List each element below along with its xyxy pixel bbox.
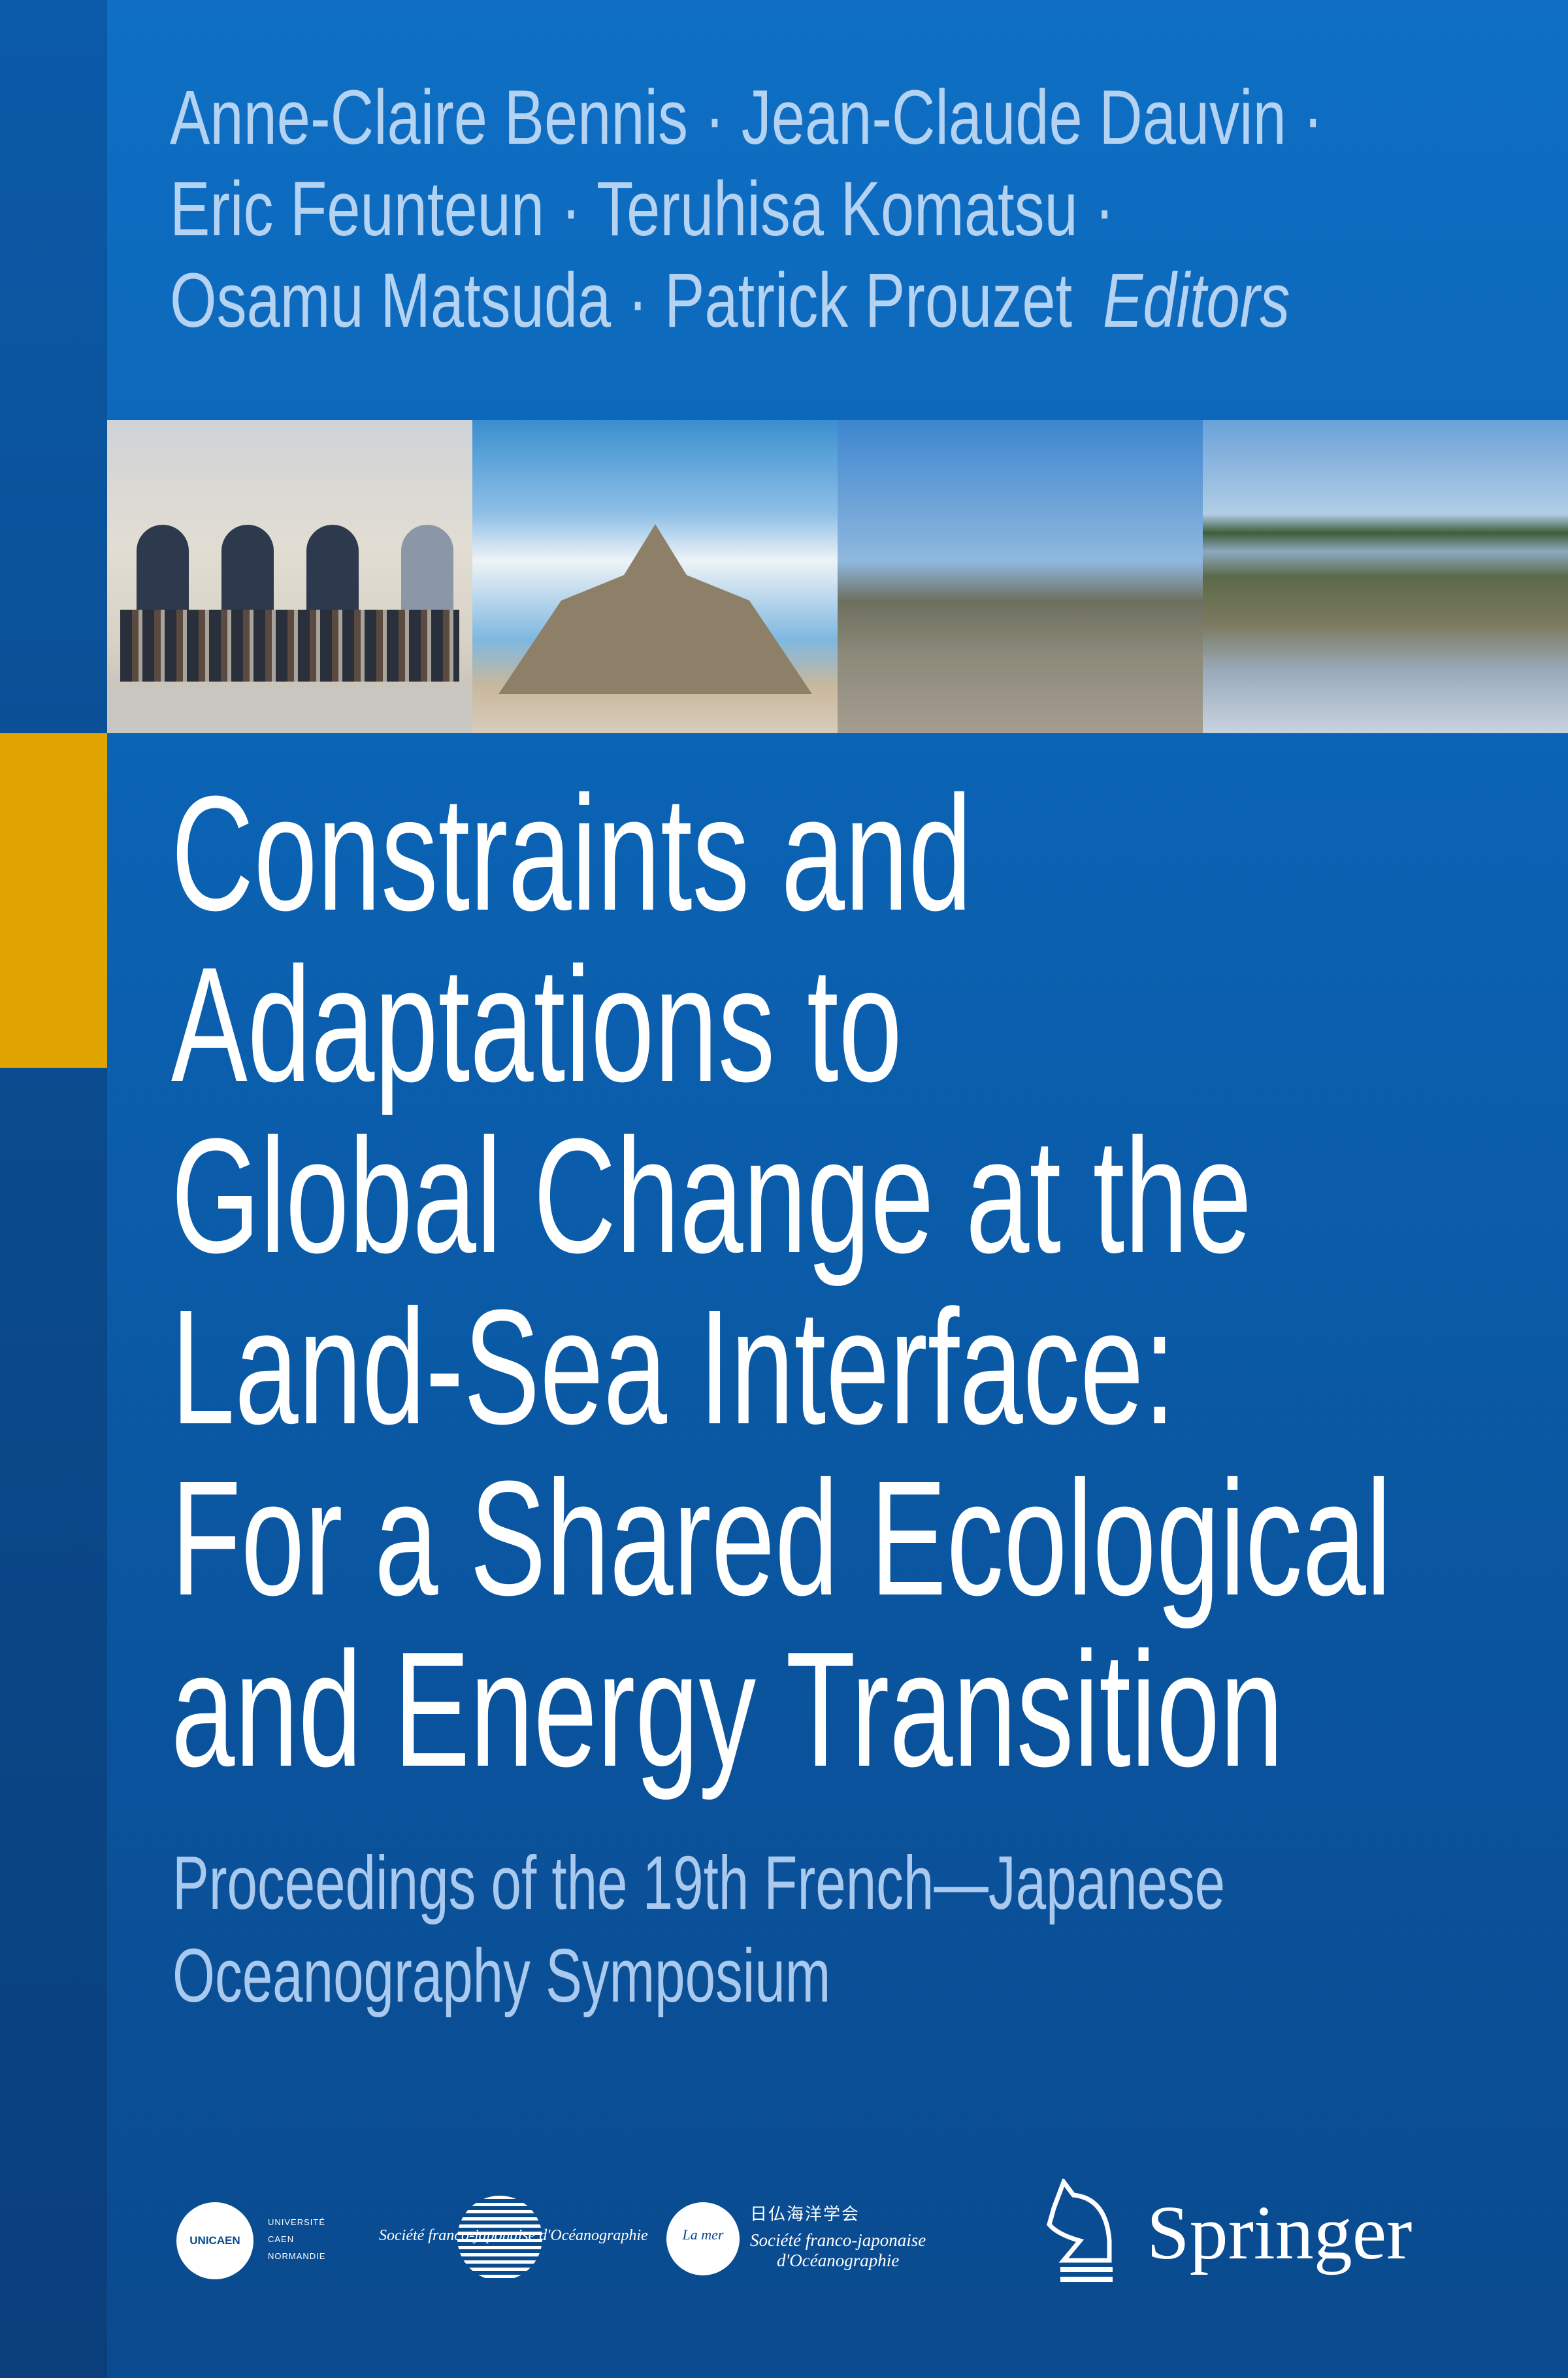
photo-strip — [107, 420, 1568, 733]
editors: Anne-Claire Bennis · Jean-Claude Dauvin … — [170, 72, 1568, 346]
subtitle-line: Oceanography Symposium — [172, 1933, 831, 2018]
book-title: Constraints and Adaptations to Global Ch… — [171, 768, 1568, 1795]
title-line: Global Change at the — [171, 1104, 1252, 1287]
lamer-japanese: 日仏海洋学会 — [750, 2204, 860, 2224]
editors-role: Editors — [1102, 257, 1290, 344]
springer-horse-icon — [1044, 2177, 1122, 2283]
springer-wordmark: Springer — [1147, 2190, 1413, 2275]
lamer-line: Société franco-japonaise — [750, 2230, 926, 2250]
editors-line: Eric Feunteun · Teruhisa Komatsu · — [170, 166, 1115, 252]
photo-oyster-beds — [1203, 420, 1568, 733]
lamer-text: 日仏海洋学会 Société franco-japonaise d'Océano… — [750, 2201, 926, 2271]
lamer-line: d'Océanographie — [776, 2251, 900, 2270]
title-line: Adaptations to — [171, 933, 902, 1115]
photo-group-building — [107, 420, 472, 733]
book-subtitle: Proceedings of the 19th French—Japanese … — [172, 1836, 1568, 2022]
left-stripe — [0, 0, 107, 2378]
unicaen-line: CAEN — [268, 2234, 295, 2244]
unicaen-logo: UNICAEN — [176, 2202, 253, 2279]
title-line: Constraints and — [171, 762, 972, 944]
sfjo-text: Société franco-japonaise d'Océanographie — [379, 2227, 648, 2244]
title-line: For a Shared Ecological — [171, 1447, 1392, 1629]
title-line: Land-Sea Interface: — [171, 1276, 1176, 1458]
sfjo-wave-logo — [457, 2196, 542, 2281]
lamer-mark: La mer — [682, 2226, 724, 2243]
editors-names: Osamu Matsuda · Patrick Prouzet — [170, 257, 1073, 344]
editors-line: Osamu Matsuda · Patrick Prouzet Editors — [170, 255, 1323, 346]
lamer-logo: La mer — [666, 2202, 740, 2275]
photo-mont-saint-michel — [472, 420, 838, 733]
title-line: and Energy Transition — [171, 1618, 1284, 1800]
unicaen-text: UNIVERSITÉ CAEN NORMANDIE — [268, 2214, 325, 2265]
subtitle-line: Proceedings of the 19th French—Japanese — [172, 1840, 1226, 1925]
accent-bar — [0, 733, 107, 1068]
unicaen-line: NORMANDIE — [268, 2251, 326, 2261]
unicaen-mark: UNICAEN — [189, 2234, 240, 2247]
photo-tidal-shore — [838, 420, 1203, 733]
editors-line: Anne-Claire Bennis · Jean-Claude Dauvin … — [170, 74, 1323, 161]
logo-row: UNICAEN UNIVERSITÉ CAEN NORMANDIE Sociét… — [0, 2156, 1568, 2300]
unicaen-line: UNIVERSITÉ — [268, 2217, 326, 2227]
